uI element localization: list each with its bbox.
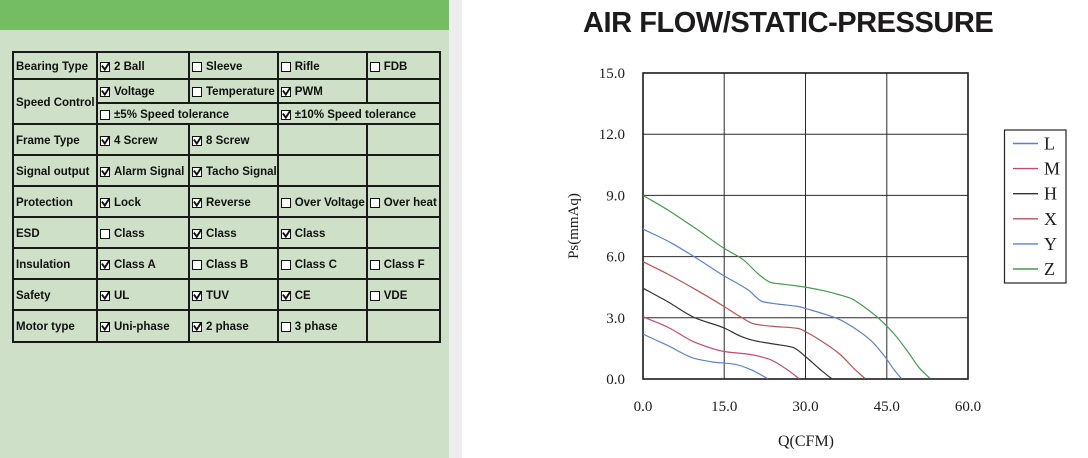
svg-text:H: H <box>1044 184 1057 204</box>
svg-text:6.0: 6.0 <box>606 250 625 266</box>
svg-text:60.0: 60.0 <box>955 399 981 415</box>
svg-text:Y: Y <box>1044 234 1057 254</box>
svg-text:X: X <box>1044 209 1057 229</box>
svg-text:Q(CFM): Q(CFM) <box>778 433 834 450</box>
svg-text:0.0: 0.0 <box>606 372 625 388</box>
svg-text:L: L <box>1044 134 1055 154</box>
svg-text:3.0: 3.0 <box>606 311 625 327</box>
svg-text:15.0: 15.0 <box>711 399 737 415</box>
svg-text:M: M <box>1044 159 1060 179</box>
svg-text:30.0: 30.0 <box>792 399 818 415</box>
svg-text:12.0: 12.0 <box>599 127 625 143</box>
svg-text:Z: Z <box>1044 259 1055 279</box>
svg-text:45.0: 45.0 <box>874 399 900 415</box>
svg-text:Ps(mmAq): Ps(mmAq) <box>566 193 582 259</box>
svg-text:15.0: 15.0 <box>599 66 625 82</box>
svg-text:0.0: 0.0 <box>634 399 653 415</box>
svg-text:9.0: 9.0 <box>606 188 625 204</box>
